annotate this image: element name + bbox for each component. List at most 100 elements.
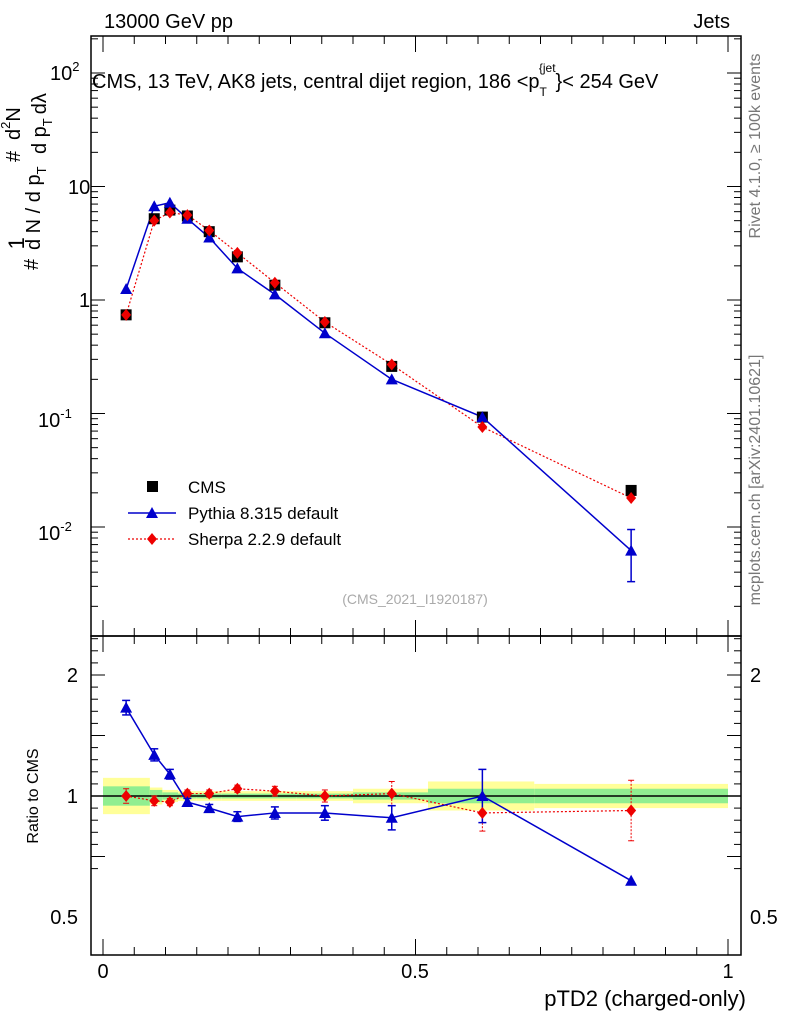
title-end: }< 254 GeV (556, 71, 660, 93)
svg-text:d pTdλ: d pTdλ (29, 93, 55, 154)
title-sub: T (540, 85, 548, 99)
sherpa-ratio-point (269, 785, 280, 798)
rtick-2-left: 2 (67, 665, 78, 687)
mcplots-label: mcplots.cern.ch [arXiv:2401.10621] (747, 355, 764, 606)
title-sup: {jet (539, 61, 556, 75)
xtick-0: 0 (97, 961, 108, 983)
pythia-ratio-point (268, 806, 281, 818)
sherpa-ratio-point (232, 782, 243, 795)
pythia-ratio-point (625, 874, 638, 886)
ylabel-part-dp: d p (29, 126, 51, 154)
legend-label-sherpa: Sherpa 2.2.9 default (188, 530, 341, 549)
rtick-2-right: 2 (750, 665, 761, 687)
pythia-ratio-point (181, 796, 194, 808)
sherpa-ratio-point (386, 787, 397, 800)
main-y-tick-labels: 10-2 10-1 1 10 102 (38, 59, 90, 545)
ytick-10: 10 (68, 177, 90, 199)
ratio-y-tick-labels: 0.5 1 2 0.5 2 (50, 665, 778, 929)
pythia-ratio-point (318, 806, 331, 818)
pythia-ratio-point (148, 748, 161, 760)
rtick-0.5-left: 0.5 (50, 907, 78, 929)
legend: CMS Pythia 8.315 default Sherpa 2.2.9 de… (128, 478, 341, 549)
legend-marker-sherpa (147, 533, 157, 545)
sherpa-ratio-point (182, 787, 193, 800)
plot-title: CMS, 13 TeV, AK8 jets, central dijet reg… (92, 61, 659, 99)
pythia-point (163, 196, 176, 208)
sherpa-point (386, 358, 397, 371)
ylabel-part-one: 1 (4, 237, 29, 249)
sherpa-point (626, 492, 637, 505)
sherpa-point (269, 276, 280, 289)
ylabel-part-t2: T (40, 118, 55, 126)
sherpa-ratio-point (121, 790, 132, 802)
ylabel-part-2: 2 (0, 122, 13, 129)
pythia-ratio-point (231, 810, 244, 822)
sherpa-point (182, 209, 193, 222)
sherpa-ratio-point (626, 804, 637, 817)
sherpa-point (477, 421, 488, 434)
y-axis-label-main: # 1 d N / d pT # d2N d pTdλ (0, 93, 55, 270)
sherpa-point (121, 308, 132, 321)
sherpa-ratio-point (319, 790, 330, 802)
sherpa-point (164, 206, 175, 219)
ylabel-part-n: N (3, 107, 25, 121)
pythia-ratio-point (120, 701, 133, 713)
title-main: CMS, 13 TeV, AK8 jets, central dijet reg… (92, 71, 540, 93)
pythia-line (125, 201, 632, 552)
xtick-0.5: 0.5 (401, 961, 429, 983)
pythia-point (231, 262, 244, 274)
svg-text:d N / d pT: d N / d pT (23, 166, 49, 250)
svg-text:# 1: # 1 (4, 237, 43, 270)
sherpa-line (125, 211, 632, 499)
pythia-point (318, 327, 331, 339)
analysis-watermark: (CMS_2021_I1920187) (342, 591, 488, 607)
pythia-ratio-point (163, 768, 176, 780)
ylabel-part-d: d (3, 129, 25, 140)
main-panel (90, 35, 742, 637)
ytick-1e-1: 10-1 (38, 406, 72, 432)
pythia-point (385, 373, 398, 385)
sherpa-point (204, 224, 215, 237)
legend-label-pythia: Pythia 8.315 default (188, 504, 339, 523)
pythia-ratio-point (203, 802, 216, 814)
process-label: Jets (693, 11, 730, 33)
sherpa-ratio-point (204, 787, 215, 800)
rivet-label: Rivet 4.1.0, ≥ 100k events (747, 54, 764, 239)
ytick-1e-2: 10-2 (38, 519, 72, 545)
ylabel-part-d2: d (29, 103, 51, 114)
x-axis-label: pTD2 (charged-only) (544, 986, 746, 1011)
ylabel-part-hash1: # (21, 258, 43, 270)
pythia-point (476, 411, 489, 423)
pythia-point (120, 283, 133, 295)
rtick-0.5-right: 0.5 (750, 907, 778, 929)
xtick-1: 1 (722, 961, 733, 983)
sherpa-point (319, 315, 330, 328)
ylabel-part-hash2: # (3, 150, 25, 162)
pythia-point (625, 544, 638, 556)
ratio-panel (90, 635, 742, 956)
pythia-ratio-point (476, 790, 489, 801)
legend-marker-pythia (146, 507, 158, 518)
x-tick-labels: 0 0.5 1 (97, 961, 733, 983)
sherpa-ratio-point (149, 794, 160, 807)
ylabel-part-dndpt: d N / d p (23, 174, 45, 250)
ratio-series-group (120, 699, 638, 886)
pythia-point (268, 288, 281, 300)
sherpa-point (232, 246, 243, 259)
pythia-ratio-point (385, 811, 398, 823)
svg-text:d2N: d2N (0, 107, 25, 140)
pythia-point (203, 231, 216, 243)
sherpa-point (149, 214, 160, 227)
sherpa-ratio-point (477, 806, 488, 819)
ytick-1: 1 (79, 290, 90, 312)
rtick-1-left: 1 (67, 786, 78, 808)
y-axis-label-ratio: Ratio to CMS (25, 748, 42, 843)
legend-label-cms: CMS (188, 478, 226, 497)
ylabel-part-t1: T (34, 166, 49, 174)
ytick-100: 102 (50, 59, 79, 85)
cms-point (625, 484, 637, 496)
ylabel-part-lambda: λ (29, 93, 51, 103)
energy-label: 13000 GeV pp (104, 11, 233, 33)
sherpa-ratio-point (164, 796, 175, 809)
